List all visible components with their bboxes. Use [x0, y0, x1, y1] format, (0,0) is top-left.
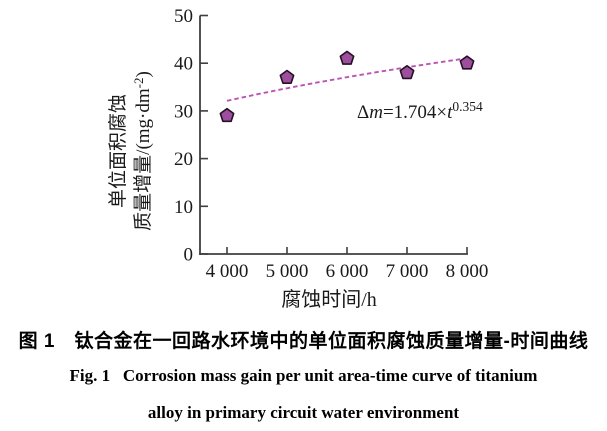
data-point-marker — [279, 69, 295, 84]
y-tick-label: 20 — [174, 149, 193, 170]
y-tick-label: 30 — [174, 101, 193, 122]
corrosion-mass-gain-chart: 0 10 20 30 40 50 4 000 5 000 6 000 7 000 8 000 腐蚀时间… — [107, 6, 489, 311]
x-tick-label: 5 000 — [266, 261, 309, 282]
x-axis-label: 腐蚀时间/h — [281, 288, 377, 311]
data-point-marker — [459, 55, 475, 70]
caption-english-line1: Fig. 1 Corrosion mass gain per unit area… — [69, 366, 538, 385]
data-point-marker — [219, 107, 235, 123]
y-axis-label: 单位面积腐蚀 质量增量/(mg·dm-2) — [107, 71, 154, 231]
y-tick-label: 0 — [184, 245, 194, 266]
y-tick-label: 40 — [174, 54, 193, 75]
y-tick-label: 10 — [174, 197, 193, 218]
fit-curve — [226, 56, 471, 102]
fit-equation-annotation: Δm=1.704×t0.354 — [357, 99, 483, 123]
x-tick-label: 4 000 — [206, 261, 249, 282]
data-point-marker — [399, 64, 415, 80]
caption-chinese: 图 1 钛合金在一回路水环境中的单位面积腐蚀质量增量-时间曲线 — [18, 331, 589, 352]
x-tick-label: 6 000 — [326, 261, 369, 282]
x-tick-label: 7 000 — [386, 261, 429, 282]
y-tick-label: 50 — [174, 6, 193, 27]
caption-english-line2: alloy in primary circuit water environme… — [147, 403, 460, 422]
x-tick-label: 8 000 — [446, 261, 489, 282]
data-point-marker — [339, 50, 355, 65]
